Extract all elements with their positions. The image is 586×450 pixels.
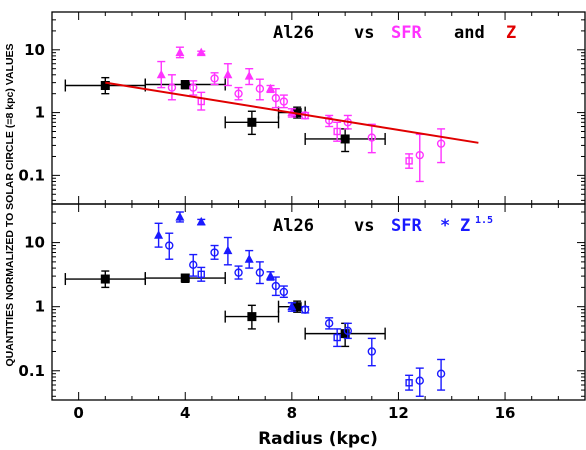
ann-top-z: Z xyxy=(506,23,516,43)
data-point xyxy=(287,301,297,311)
data-point xyxy=(210,248,219,257)
y-tick-label: 0.1 xyxy=(18,166,45,184)
data-point xyxy=(271,93,281,103)
data-point xyxy=(244,71,254,80)
panel-top: Al26 vs SFR and Z xyxy=(51,11,586,205)
x-tick-label: 4 xyxy=(180,404,190,422)
y-axis-label: QUANTITIES NORMALIZED TO SOLAR CIRCLE (=… xyxy=(4,43,16,366)
chart-marks xyxy=(51,11,586,400)
data-point xyxy=(436,369,446,378)
data-point xyxy=(154,230,164,239)
data-point xyxy=(234,89,243,98)
data-point xyxy=(367,133,376,142)
data-point xyxy=(415,150,424,160)
x-tick-label: 8 xyxy=(287,404,297,422)
data-point xyxy=(223,69,233,79)
trend-line xyxy=(105,81,479,144)
data-point xyxy=(324,319,334,328)
data-point xyxy=(175,212,185,221)
data-point xyxy=(223,245,233,255)
ann-bottom-vs: vs xyxy=(354,216,374,236)
data-point xyxy=(100,274,110,284)
ann-top-al26: Al26 xyxy=(273,23,314,43)
data-point xyxy=(324,116,334,125)
ann-top-vs: vs xyxy=(354,23,374,43)
x-axis-label: Radius (kpc) xyxy=(258,429,378,449)
data-point xyxy=(405,157,413,165)
data-point xyxy=(180,273,190,283)
ann-bottom-z: Z xyxy=(460,216,470,236)
y-tick-label: 0.1 xyxy=(18,362,45,380)
panel-1-marks xyxy=(51,203,586,400)
data-point xyxy=(197,270,205,279)
x-tick-label: 12 xyxy=(388,404,409,422)
panel-top-annotation: Al26 vs SFR and Z xyxy=(273,23,516,43)
ann-bottom-exp: 1.5 xyxy=(475,215,493,226)
data-point xyxy=(436,139,446,148)
data-point xyxy=(333,333,341,342)
data-point xyxy=(340,134,350,144)
y-tick-label: 1 xyxy=(35,298,45,316)
data-point xyxy=(180,80,190,90)
data-point xyxy=(247,312,257,322)
data-point xyxy=(189,83,198,92)
data-point xyxy=(234,268,243,277)
data-point xyxy=(156,69,166,79)
data-point xyxy=(165,241,174,250)
data-point xyxy=(343,326,353,336)
data-point xyxy=(196,47,206,57)
data-point xyxy=(189,260,198,270)
data-point xyxy=(175,47,185,57)
panel-bottom: Al26 vs SFR * Z 1.5 xyxy=(51,203,586,401)
ann-bottom-star: * xyxy=(440,216,450,236)
data-point xyxy=(279,97,289,106)
x-tick-label: 16 xyxy=(495,404,516,422)
data-point xyxy=(271,281,281,291)
data-point xyxy=(333,127,341,136)
data-point xyxy=(244,254,254,263)
data-point xyxy=(255,268,265,277)
ann-top-and: and xyxy=(454,23,485,43)
y-tick-label: 10 xyxy=(24,41,45,59)
data-point xyxy=(247,117,257,127)
data-point xyxy=(167,83,177,92)
data-point xyxy=(367,347,376,356)
data-point xyxy=(266,83,276,93)
data-point xyxy=(405,379,413,387)
data-point xyxy=(279,287,289,297)
x-tick-label: 0 xyxy=(73,404,83,422)
ann-bottom-sfr: SFR xyxy=(391,216,422,236)
data-point xyxy=(255,84,265,93)
y-tick-label: 10 xyxy=(24,234,45,252)
ann-top-sfr: SFR xyxy=(391,23,422,43)
data-point xyxy=(196,216,206,226)
panel-0-marks xyxy=(51,11,586,204)
panel-bottom-annotation: Al26 vs SFR * Z 1.5 xyxy=(273,215,493,236)
y-tick-label: 1 xyxy=(35,104,45,122)
data-point xyxy=(100,81,110,91)
data-point xyxy=(300,305,310,314)
ann-bottom-al26: Al26 xyxy=(273,216,314,236)
data-point xyxy=(292,302,302,312)
data-point xyxy=(415,376,424,385)
data-point xyxy=(210,74,219,83)
